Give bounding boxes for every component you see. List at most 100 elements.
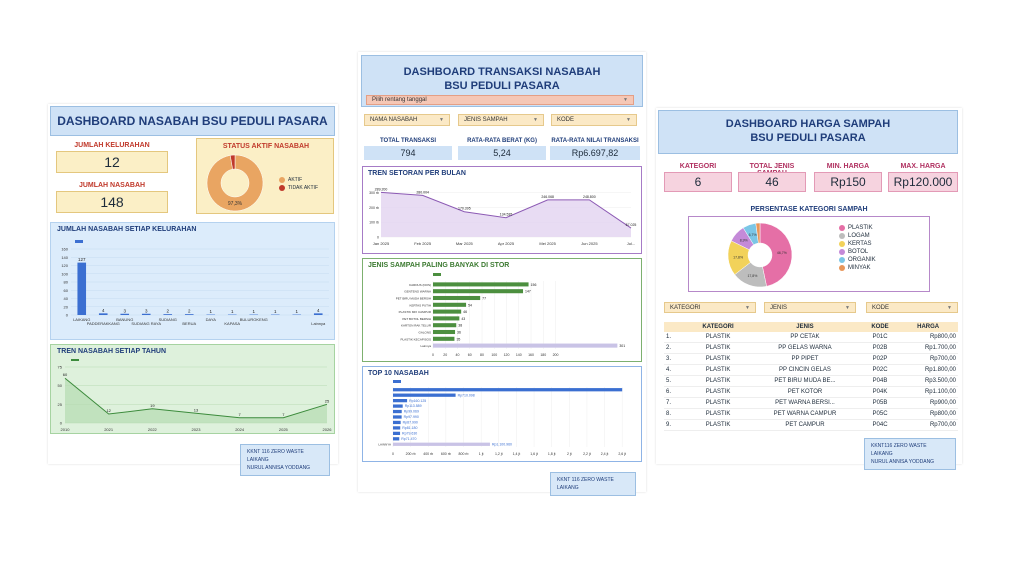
table-cell: PET BIRU MUDA BE... — [748, 375, 862, 387]
tick-label: 2025 — [279, 427, 289, 432]
kpi-jenis-value: 46 — [738, 172, 806, 192]
status-legend-aktif: AKTIF — [279, 177, 318, 183]
bar — [163, 314, 173, 315]
harga-title: DASHBOARD HARGA SAMPAH BSU PEDULI PASARA — [658, 110, 958, 154]
table-cell: PLASTIK — [688, 353, 749, 365]
legend-item: BOTOL — [839, 249, 876, 255]
top10-chart: 0 200 rb 400 rb 600 rb 800 rb 1 jt 1,2 jt 1,4 j… — [378, 380, 626, 456]
tick-label: 200 rb — [406, 452, 416, 456]
transaksi-title-line1: DASHBOARD TRANSAKSI NASABAH — [403, 66, 601, 78]
table-row: 2. PLASTIK PP GELAS WARNA P02B Rp1.700,00 — [664, 342, 958, 354]
pie-slice — [229, 154, 236, 170]
tick-label: 1 jt — [479, 452, 484, 456]
bar — [393, 426, 401, 430]
kpi-kategori-label: KATEGORI — [679, 163, 717, 170]
tick-label: 60 — [64, 288, 69, 293]
data-label: Rp97.990 — [404, 415, 419, 419]
filter-label: JENIS — [770, 304, 788, 311]
table-row: 3. PLASTIK PP PIPET P02P Rp700,00 — [664, 353, 958, 365]
filter-kode[interactable]: KODE ▼ — [551, 114, 637, 126]
filter-kode[interactable]: KODE ▼ — [866, 302, 958, 313]
tick-label: 2023 — [192, 427, 202, 432]
legend-swatch — [393, 380, 401, 383]
bar — [393, 388, 623, 392]
data-label: Rp87.990 — [403, 421, 418, 425]
tick-label: 200 — [553, 353, 559, 357]
kelurahan-value: 12 — [56, 151, 168, 173]
tren-card: TREN SETORAN PER BULAN 0 100 rb 200 rb 300 … — [362, 166, 642, 254]
tick-label: 200 rb — [369, 206, 379, 210]
table-cell: 8. — [664, 408, 688, 420]
bar — [433, 295, 481, 301]
table-cell: PLASTIK — [688, 386, 749, 398]
legend-label: TIDAK AKTIF — [288, 185, 319, 191]
tick-label: 140 — [516, 353, 522, 357]
tick-label: 0 — [377, 236, 379, 240]
kpi-berat-label: RATA-RATA BERAT (KG) — [467, 138, 537, 144]
tick-label: GALONS — [418, 331, 431, 335]
chevron-down-icon: ▼ — [845, 304, 850, 311]
nasabah-dashboard: DASHBOARD NASABAH BSU PEDULI PASARA JUML… — [48, 104, 338, 476]
persentase-card: 46,7% 17,8% 17,8% 8,9% 6,7% PLASTIK LOGAM KERT… — [688, 216, 930, 292]
table-row: 7. PLASTIK PET WARNA BERSI... P05B Rp900,00 — [664, 397, 958, 409]
filter-jenis-sampah[interactable]: JENIS SAMPAH ▼ — [458, 114, 544, 126]
table-row: 6. PLASTIK PET KOTOR P04K Rp1.100,00 — [664, 386, 958, 398]
date-range-filter[interactable]: Pilih rentang tanggal ▼ — [366, 95, 634, 105]
tick-label: KERTAS PUTIH — [409, 303, 431, 307]
data-label: Rp113.589 — [405, 404, 422, 408]
tick-label: 40 — [456, 353, 460, 357]
tick-label: DAYA — [206, 317, 217, 322]
data-label: 1 — [295, 309, 298, 314]
tick-label: 600 rb — [441, 452, 451, 456]
bar — [141, 313, 151, 315]
filter-jenis[interactable]: JENIS ▼ — [764, 302, 856, 313]
table-cell: 4. — [664, 364, 688, 376]
harga-table-wrap: KATEGORI JENIS KODE HARGA 1. PLASTIK PP CE… — [664, 322, 958, 432]
kpi-kategori-value: 6 — [664, 172, 732, 192]
tick-label: 0 — [66, 313, 69, 318]
legend-swatch — [839, 233, 845, 239]
filter-nama-nasabah[interactable]: NAMA NASABAH ▼ — [364, 114, 450, 126]
tick-label: 1,4 jt — [513, 452, 521, 456]
tick-label: SUDIANG — [159, 317, 177, 322]
legend-swatch — [75, 240, 83, 243]
tick-label: 2021 — [104, 427, 114, 432]
kpi-total-label: TOTAL TRANSAKSI — [379, 138, 436, 144]
tick-label: 2022 — [148, 427, 158, 432]
jenis-chart: 0 20 40 60 80 100 120 140 160 180 200 KARDUS (DOS) 1… — [396, 273, 625, 357]
filter-label: KODE — [872, 304, 890, 311]
chevron-down-icon: ▼ — [745, 304, 750, 311]
kelurahan-chart: 0 20 40 60 80 100 120 140 160 127 LAIKANG 4 PADDERAK… — [61, 240, 329, 326]
kpi-min-value: Rp150 — [814, 172, 882, 192]
filter-kategori[interactable]: KATEGORI ▼ — [664, 302, 756, 313]
data-label: 6,7% — [749, 233, 757, 237]
pie-slice — [755, 222, 761, 244]
chevron-down-icon: ▼ — [623, 97, 628, 103]
top10-title: TOP 10 NASABAH — [368, 370, 429, 377]
table-cell: PET CAMPUR — [748, 419, 862, 431]
table-row: 9. PLASTIK PET CAMPUR P04C Rp700,00 — [664, 419, 958, 431]
bar — [433, 289, 524, 294]
legend-swatch — [839, 249, 845, 255]
legend-swatch — [839, 241, 845, 247]
kelurahan-label: JUMLAH KELURAHAN — [74, 142, 150, 149]
table-cell: PLASTIK — [688, 364, 749, 376]
bar — [393, 420, 401, 425]
data-label: 127 — [78, 257, 86, 262]
tick-label: PLASTIK MIX CAMPUR — [399, 310, 432, 314]
bar — [393, 437, 400, 441]
footer-line: NURUL ANNISA YODDANG — [247, 465, 311, 471]
data-label: 46 — [463, 310, 467, 314]
data-label: 246.068 — [541, 195, 554, 199]
table-cell: PP CETAK — [748, 332, 862, 343]
legend-swatch — [279, 185, 285, 191]
tick-label: SUDIANG RAYA — [131, 321, 161, 326]
series-line — [64, 377, 328, 419]
data-label: 4 — [102, 308, 105, 313]
tick-label: 1,6 jt — [530, 452, 538, 456]
data-label: 2 — [188, 309, 191, 314]
data-label: 17,8% — [747, 274, 757, 278]
tick-label: PADDERAKKANG — [87, 321, 120, 326]
kpi-nilai-label: RATA-RATA NILAI TRANSAKSI — [551, 138, 639, 144]
table-header-row: KATEGORI JENIS KODE HARGA — [664, 322, 958, 332]
